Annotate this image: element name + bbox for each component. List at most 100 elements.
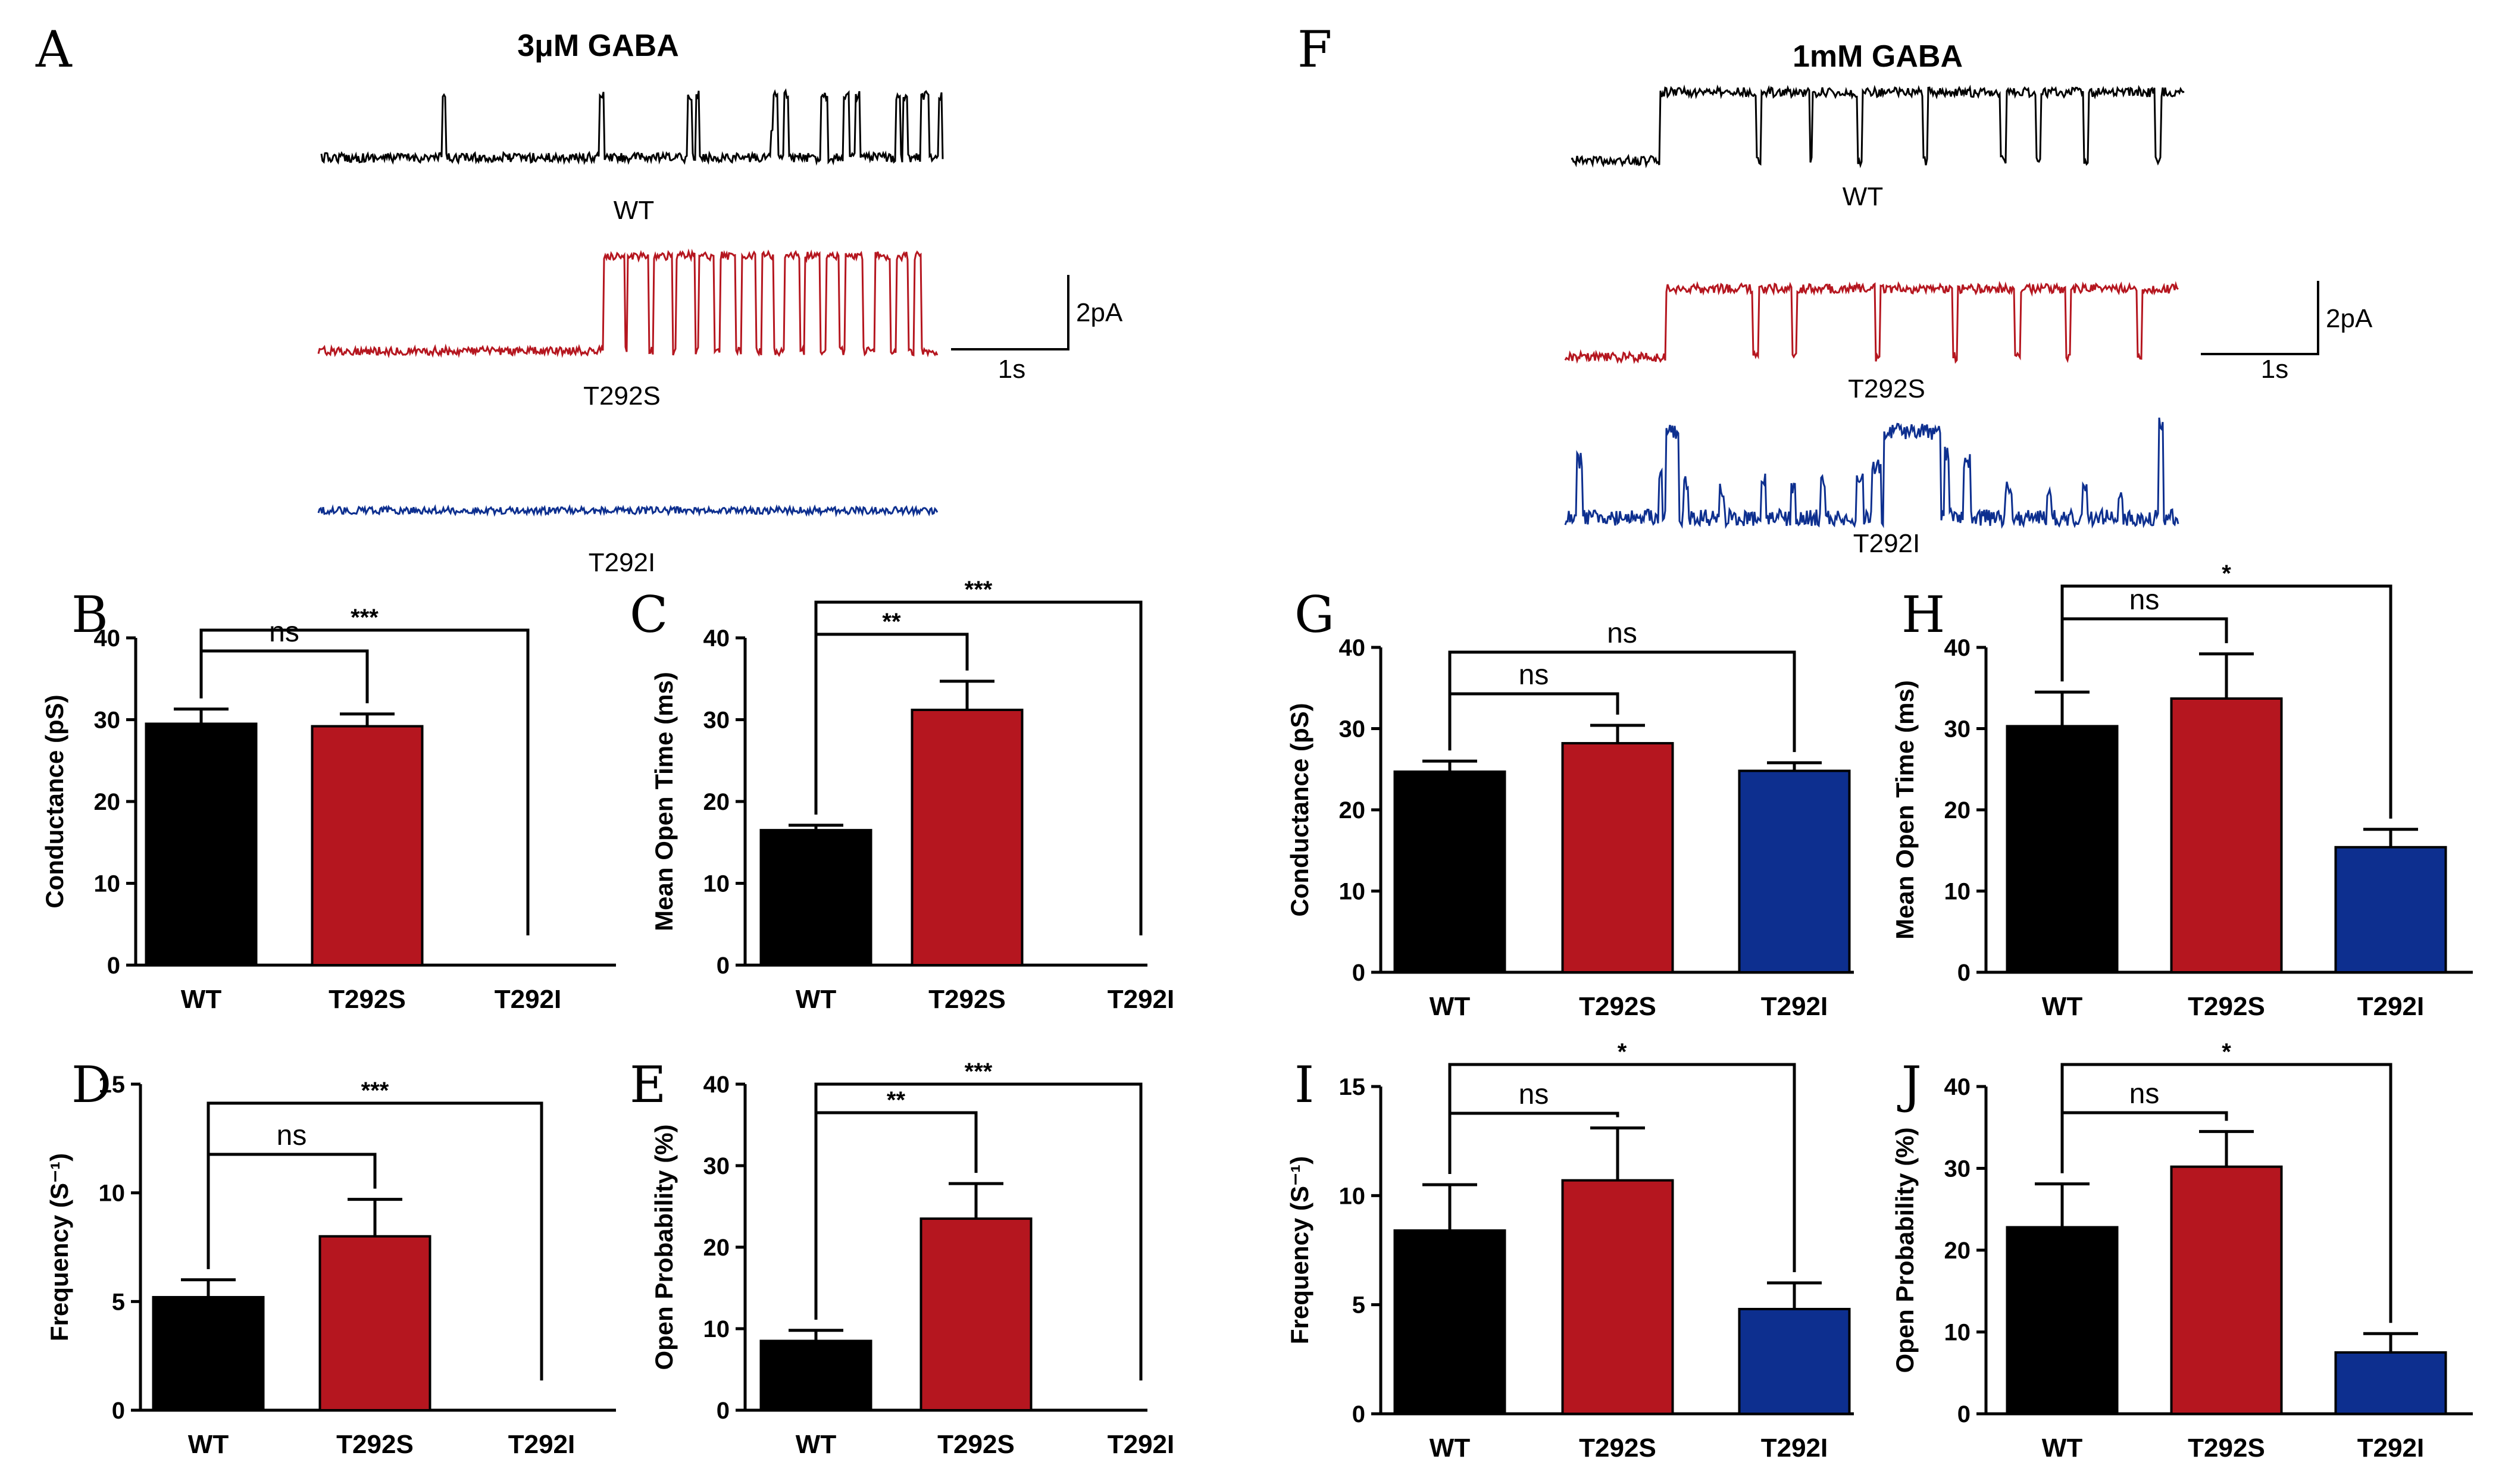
- scale-bar-f-time: 1s: [2261, 355, 2288, 384]
- trace-f-t292i: [1564, 417, 2179, 530]
- bar-g-t292i: [1738, 769, 1851, 973]
- y-tick-label-e: 0: [717, 1398, 730, 1424]
- trace-f-wt: [1571, 84, 2185, 168]
- trace-label-f-t292s: T292S: [1848, 374, 1925, 403]
- chart-d: D 0 5 10 15 Frequency (S⁻¹) WT T292S T292I ns ***: [45, 1056, 616, 1459]
- y-tick-label-j: 10: [1944, 1320, 1971, 1346]
- sig-bracket-j: [2060, 1111, 2228, 1173]
- trace-a-t292s: [317, 248, 939, 359]
- y-tick-label-b: 10: [94, 871, 121, 897]
- y-tick-label-h: 30: [1944, 716, 1971, 743]
- y-tick-label-e: 30: [703, 1153, 730, 1179]
- y-tick-label-i: 15: [1339, 1074, 1366, 1100]
- y-tick-label-i: 5: [1352, 1292, 1365, 1319]
- y-axis-title-b: Conductance (pS): [40, 694, 68, 908]
- sig-label-c: **: [882, 609, 901, 635]
- y-tick-label-i: 10: [1339, 1183, 1366, 1209]
- sig-label-h: ns: [2129, 584, 2160, 616]
- y-tick-label-j: 0: [1957, 1401, 1971, 1427]
- y-axis-title-h: Mean Open Time (ms): [1891, 680, 1919, 940]
- trace-a-wt: [320, 88, 944, 166]
- sig-bracket-j: [2060, 1063, 2392, 1323]
- trace-label-f-t292i: T292I: [1853, 529, 1921, 558]
- sig-label-e: **: [887, 1087, 906, 1113]
- y-axis-title-d: Frequency (S⁻¹): [45, 1153, 73, 1341]
- y-tick-label-g: 20: [1339, 797, 1366, 824]
- y-tick-label-d: 10: [99, 1181, 126, 1207]
- x-tick-label-j: T292S: [2188, 1433, 2265, 1463]
- panel-label-d: D: [71, 1056, 111, 1114]
- bar-b-wt: [145, 722, 258, 966]
- sig-bracket-b: [199, 649, 369, 703]
- chart-c: C 0 10 20 30 40 Mean Open Time (ms) WT T292S T292…: [630, 577, 1174, 1014]
- x-tick-label-d: T292S: [336, 1430, 414, 1459]
- chart-j: J 0 10 20 30 40 Open Probability (%) WT T292S T29…: [1891, 1039, 2473, 1463]
- y-tick-label-h: 0: [1957, 960, 1971, 986]
- y-tick-label-h: 40: [1944, 635, 1971, 661]
- panel-label-f: F: [1297, 20, 1332, 79]
- bar-j-t292i: [2334, 1351, 2447, 1415]
- trace-label-a-t292i: T292I: [589, 548, 656, 577]
- y-tick-label-g: 40: [1339, 635, 1366, 661]
- y-tick-label-i: 0: [1352, 1401, 1365, 1427]
- chart-g: G 0 10 20 30 40 Conductance (pS) WT T292S T292I ns…: [1286, 586, 1854, 1021]
- bar-c-t292s: [911, 709, 1024, 966]
- bar-i-t292i: [1738, 1308, 1851, 1415]
- scale-bar-f: 2pA 1s: [2201, 281, 2373, 384]
- y-tick-label-h: 20: [1944, 797, 1971, 824]
- bar-h-t292s: [2170, 697, 2283, 973]
- panel-label-h: H: [1901, 586, 1945, 644]
- bar-b-t292s: [311, 725, 424, 966]
- bar-g-t292s: [1561, 742, 1674, 973]
- y-tick-label-d: 15: [99, 1072, 126, 1098]
- sig-label-g: ns: [1607, 618, 1637, 649]
- bar-e-t292s: [919, 1217, 1033, 1412]
- chart-i: I 0 5 10 15 Frequency (S⁻¹) WT T292S T292I ns *: [1286, 1039, 1854, 1463]
- bar-j-wt: [2006, 1226, 2119, 1415]
- sig-bracket-i: [1448, 1112, 1619, 1174]
- x-tick-label-e: T292S: [937, 1430, 1015, 1459]
- x-tick-label-d: T292I: [508, 1430, 576, 1459]
- bar-g-wt: [1393, 770, 1506, 973]
- x-tick-label-h: WT: [2042, 992, 2083, 1021]
- scale-bar-a-amplitude: 2pA: [1076, 298, 1123, 327]
- sig-bracket-e: [814, 1082, 1143, 1380]
- y-tick-label-c: 20: [703, 789, 730, 815]
- x-tick-label-d: WT: [188, 1430, 229, 1459]
- y-axis-title-i: Frequency (S⁻¹): [1286, 1156, 1313, 1344]
- y-tick-label-b: 20: [94, 789, 121, 815]
- trace-a-t292i: [317, 504, 939, 518]
- x-tick-label-h: T292I: [2357, 992, 2425, 1021]
- x-tick-label-i: T292S: [1579, 1433, 1656, 1463]
- sig-bracket-g: [1448, 692, 1619, 751]
- x-tick-label-b: T292I: [495, 985, 562, 1014]
- y-axis-title-j: Open Probability (%): [1891, 1127, 1919, 1373]
- y-tick-label-g: 10: [1339, 879, 1366, 905]
- scale-bar-a: 2pA 1s: [951, 275, 1123, 384]
- bar-c-wt: [759, 829, 872, 966]
- sig-label-e: ***: [965, 1059, 993, 1085]
- panel-label-j: J: [1897, 1056, 1922, 1114]
- trace-label-a-t292s: T292S: [583, 381, 661, 411]
- sig-label-j: *: [2222, 1039, 2231, 1065]
- y-tick-label-g: 0: [1352, 960, 1365, 986]
- x-tick-label-g: T292I: [1761, 992, 1828, 1021]
- scale-bar-a-time: 1s: [998, 355, 1025, 384]
- sig-label-j: ns: [2129, 1078, 2160, 1110]
- x-tick-label-b: T292S: [329, 985, 406, 1014]
- bar-i-t292s: [1561, 1179, 1674, 1415]
- trace-label-a-wt: WT: [614, 196, 654, 225]
- panel-a-title: 3μM GABA: [517, 29, 679, 63]
- y-tick-label-b: 30: [94, 707, 121, 734]
- y-axis-title-g: Conductance (pS): [1286, 703, 1313, 916]
- panel-label-e: E: [630, 1056, 666, 1114]
- sig-bracket-g: [1448, 650, 1796, 752]
- sig-label-d: ***: [361, 1078, 389, 1104]
- x-tick-label-i: WT: [1430, 1433, 1471, 1463]
- x-tick-label-h: T292S: [2188, 992, 2265, 1021]
- bar-h-t292i: [2334, 846, 2447, 974]
- y-tick-label-c: 40: [703, 625, 730, 652]
- trace-f-t292s: [1564, 281, 2179, 364]
- y-axis-title-e: Open Probability (%): [650, 1124, 678, 1370]
